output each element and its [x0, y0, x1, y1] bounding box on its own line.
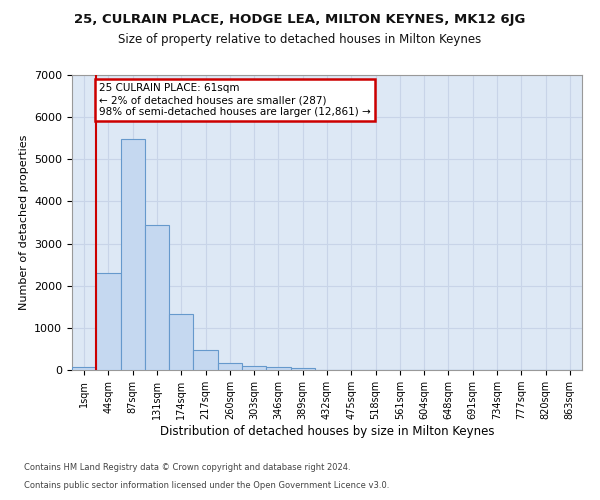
- Bar: [169, 314, 193, 370]
- X-axis label: Distribution of detached houses by size in Milton Keynes: Distribution of detached houses by size …: [160, 425, 494, 438]
- Text: Size of property relative to detached houses in Milton Keynes: Size of property relative to detached ho…: [118, 32, 482, 46]
- Text: 25 CULRAIN PLACE: 61sqm
← 2% of detached houses are smaller (287)
98% of semi-de: 25 CULRAIN PLACE: 61sqm ← 2% of detached…: [99, 84, 370, 116]
- Bar: [242, 366, 266, 370]
- Bar: [121, 139, 145, 370]
- Bar: [145, 224, 169, 370]
- Bar: [72, 366, 96, 370]
- Bar: [290, 368, 315, 370]
- Text: Contains HM Land Registry data © Crown copyright and database right 2024.: Contains HM Land Registry data © Crown c…: [24, 464, 350, 472]
- Text: Contains public sector information licensed under the Open Government Licence v3: Contains public sector information licen…: [24, 481, 389, 490]
- Y-axis label: Number of detached properties: Number of detached properties: [19, 135, 29, 310]
- Bar: [193, 350, 218, 370]
- Bar: [266, 368, 290, 370]
- Text: 25, CULRAIN PLACE, HODGE LEA, MILTON KEYNES, MK12 6JG: 25, CULRAIN PLACE, HODGE LEA, MILTON KEY…: [74, 12, 526, 26]
- Bar: [96, 273, 121, 370]
- Bar: [218, 363, 242, 370]
